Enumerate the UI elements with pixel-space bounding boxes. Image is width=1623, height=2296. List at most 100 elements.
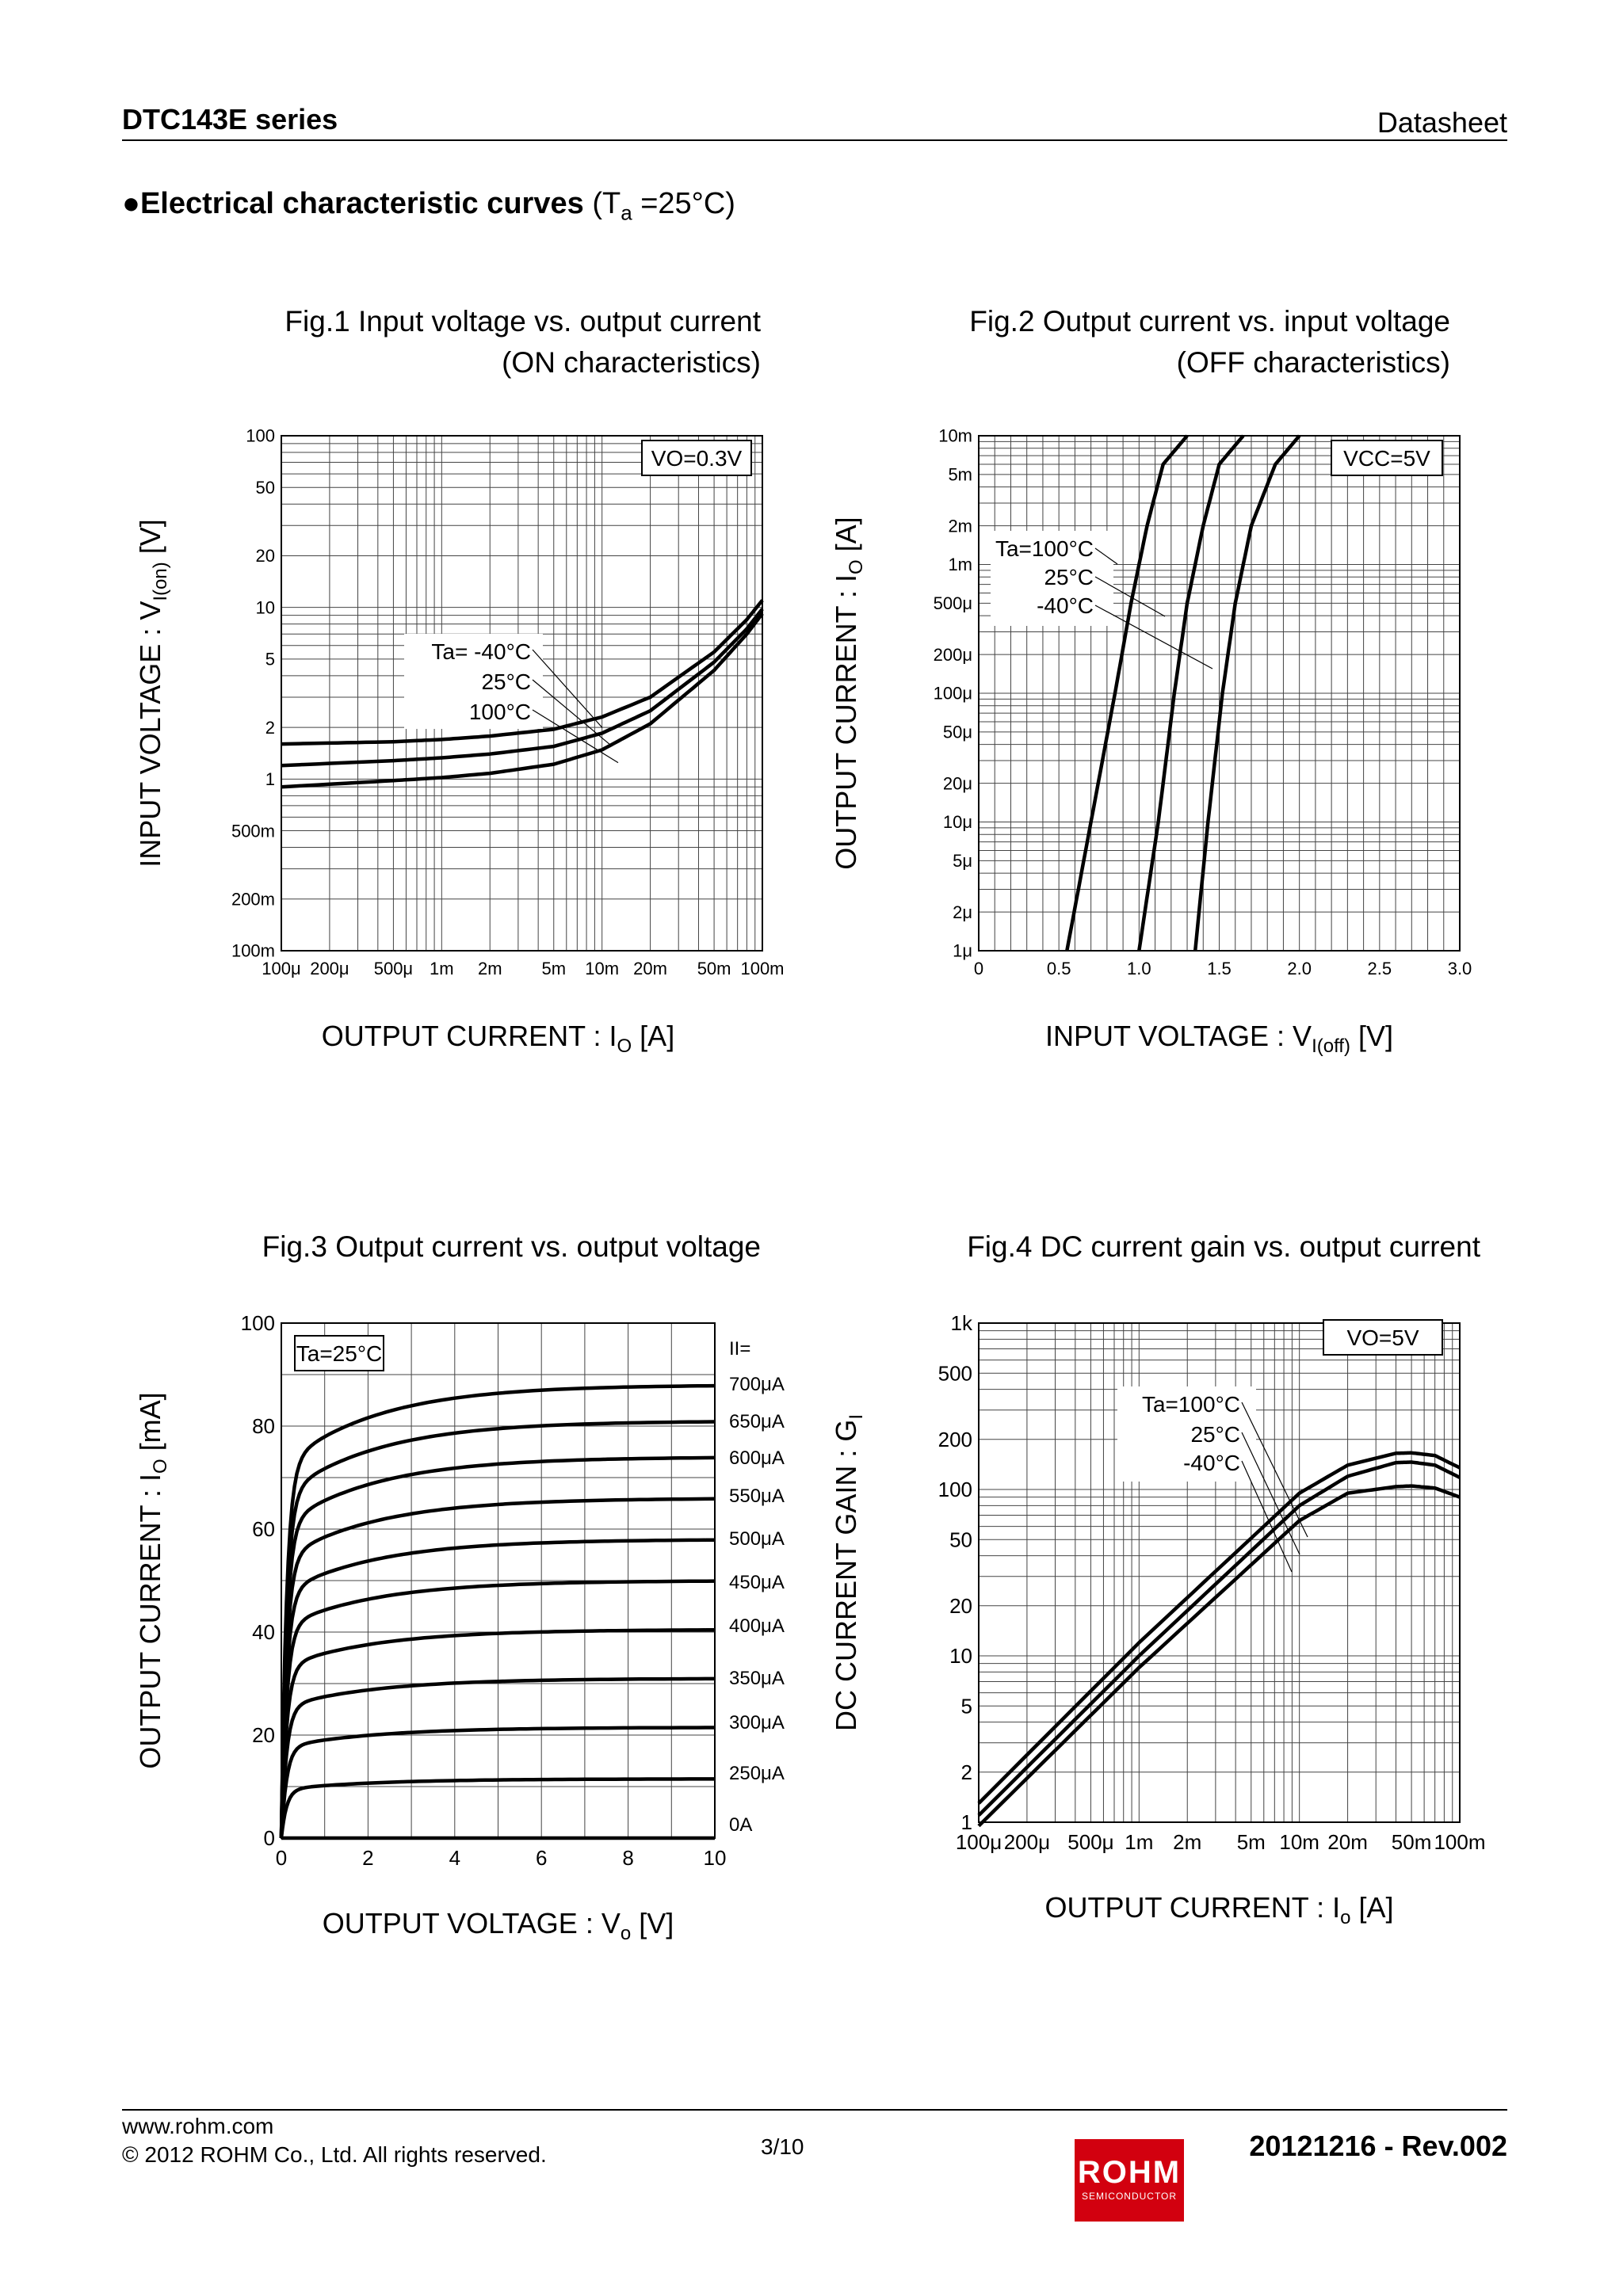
section-title: ●Electrical characteristic curves (Ta =2… (122, 187, 735, 226)
fig3-legend-label: 300μA (729, 1712, 785, 1733)
y-tick-label: 20 (256, 546, 275, 566)
x-tick-label: 2m (478, 959, 502, 978)
y-tick-label: 1 (961, 1810, 972, 1834)
fig1-legend-label: 100°C (469, 700, 531, 724)
footer-url[interactable]: www.rohm.com (122, 2114, 274, 2138)
fig3-series-line-0 (279, 1383, 716, 1839)
x-tick-label: 1m (430, 959, 454, 978)
doc-type: Datasheet (1377, 106, 1507, 139)
y-tick-label: 5m (948, 465, 972, 485)
y-tick-label: 10 (949, 1644, 972, 1668)
fig4-legend-label: 25°C (1190, 1422, 1240, 1447)
plot-frame (281, 435, 763, 952)
fig2-series-line-1 (1137, 434, 1245, 952)
fig2-chart: 0 0.5 1.0 1.5 2.0 2.5 3.0 1μ 2μ 5μ 10μ 20μ 50μ 100μ 20… (830, 426, 1472, 1057)
x-tick-label: 10 (704, 1846, 727, 1870)
fig3-legend-label: 500μA (729, 1528, 785, 1550)
fig1-legend-bg (404, 634, 543, 729)
y-tick-label: 20 (252, 1723, 275, 1747)
fig1-legend-leader (532, 709, 619, 764)
doc-title: DTC143E series (122, 103, 338, 135)
fig1-series-line-2 (281, 612, 764, 789)
fig2-legend-label: -40°C (1037, 593, 1094, 618)
fig3-legend-header: II= (729, 1338, 750, 1360)
fig3-series-line-5 (279, 1579, 716, 1839)
fig2-condition: VCC=5V (1343, 446, 1430, 471)
x-tick-label: 5m (1237, 1830, 1266, 1854)
x-tick-label: 3.0 (1448, 959, 1472, 978)
y-tick-label: 100μ (934, 684, 972, 704)
fig4-legend-leader (1241, 1402, 1308, 1538)
y-tick-label: 100 (241, 1311, 275, 1335)
fig4-condition-box (1323, 1319, 1443, 1356)
footer-divider (122, 2109, 1507, 2111)
fig3-legend-label: 650μA (729, 1411, 785, 1432)
y-tick-label: 2μ (953, 902, 972, 922)
fig2-legend-leader (1094, 605, 1213, 669)
plot-frame (978, 1322, 1461, 1823)
fig1-legend-label: Ta= -40°C (431, 639, 531, 664)
x-tick-label: 0.5 (1047, 959, 1071, 978)
y-tick-label: 500μ (934, 593, 972, 613)
fig1-legend-leader (532, 679, 611, 746)
y-tick-label: 20 (949, 1594, 972, 1618)
x-axis-label: OUTPUT VOLTAGE : Vo [V] (323, 1907, 674, 1944)
x-tick-label: 100μ (262, 959, 300, 978)
x-tick-label: 5m (541, 959, 566, 978)
y-tick-label: 20μ (943, 773, 972, 793)
y-tick-label: 200μ (934, 645, 972, 665)
x-tick-label: 500μ (1067, 1830, 1113, 1854)
y-tick-label: 100 (938, 1478, 972, 1501)
y-tick-label: 1m (948, 555, 972, 574)
fig3-legend-label: 400μA (729, 1615, 785, 1637)
x-tick-label: 50m (1392, 1830, 1432, 1854)
fig1-condition: VO=0.3V (651, 446, 743, 471)
fig4-legend-label: -40°C (1183, 1451, 1240, 1475)
fig4-series-line-2 (977, 1484, 1461, 1828)
fig2-series-line-0 (1065, 434, 1189, 952)
fig3-legend-label: 250μA (729, 1763, 785, 1784)
x-tick-label: 20m (1327, 1830, 1368, 1854)
fig1-legend-label: 25°C (481, 669, 531, 694)
fig2-legend-bg (991, 531, 1113, 626)
footer-copyright: © 2012 ROHM Co., Ltd. All rights reserve… (122, 2142, 547, 2167)
x-tick-label: 6 (536, 1846, 547, 1870)
x-tick-label: 100m (740, 959, 784, 978)
x-tick-label: 1m (1125, 1830, 1153, 1854)
y-tick-label: 50 (949, 1527, 972, 1551)
fig2-series-line-2 (1193, 434, 1301, 952)
y-tick-label: 0 (264, 1826, 275, 1850)
logo-sub: SEMICONDUCTOR (1081, 2191, 1178, 2202)
fig1-condition-box (641, 440, 752, 476)
x-tick-label: 0 (974, 959, 983, 978)
y-tick-label: 1 (265, 769, 275, 789)
x-tick-label: 50m (697, 959, 731, 978)
x-tick-label: 0 (276, 1846, 287, 1870)
x-axis-label: INPUT VOLTAGE : VI(off) [V] (1045, 1020, 1393, 1057)
y-tick-label: 5 (265, 650, 275, 669)
fig3-condition-box (294, 1335, 384, 1371)
fig3-condition: Ta=25°C (296, 1341, 383, 1366)
header-divider (122, 139, 1507, 141)
fig1-series-line-0 (281, 599, 764, 746)
y-tick-label: 80 (252, 1414, 275, 1438)
y-tick-label: 10m (938, 426, 972, 446)
y-tick-label: 60 (252, 1517, 275, 1541)
fig4-series-line-0 (977, 1451, 1461, 1805)
x-tick-label: 20m (633, 959, 667, 978)
y-axis-label: INPUT VOLTAGE : VI(on) [V] (134, 519, 171, 867)
footer-left: www.rohm.com © 2012 ROHM Co., Ltd. All r… (122, 2112, 547, 2169)
fig3-legend-label: 350μA (729, 1668, 785, 1689)
x-tick-label: 200μ (1004, 1830, 1050, 1854)
fig1-chart: 100μ 200μ 500μ 1m 2m 5m 10m 20m 50m 100m 100m 200m 5… (134, 426, 785, 1057)
fig3-title: Fig.3 Output current vs. output voltage (262, 1230, 761, 1263)
fig3-legend-label: 450μA (729, 1572, 785, 1593)
plot-frame (978, 435, 1461, 952)
fig4-condition: VO=5V (1346, 1325, 1419, 1350)
y-axis-label: OUTPUT CURRENT : IO [A] (830, 517, 867, 869)
fig1-title: Fig.1 Input voltage vs. output current (… (285, 305, 761, 379)
fig3-series-line-9 (279, 1777, 715, 1839)
fig4-legend-label: Ta=100°C (1142, 1392, 1240, 1417)
y-axis-label: OUTPUT CURRENT : IO [mA] (134, 1392, 171, 1768)
fig4-title: Fig.4 DC current gain vs. output current (967, 1230, 1480, 1263)
